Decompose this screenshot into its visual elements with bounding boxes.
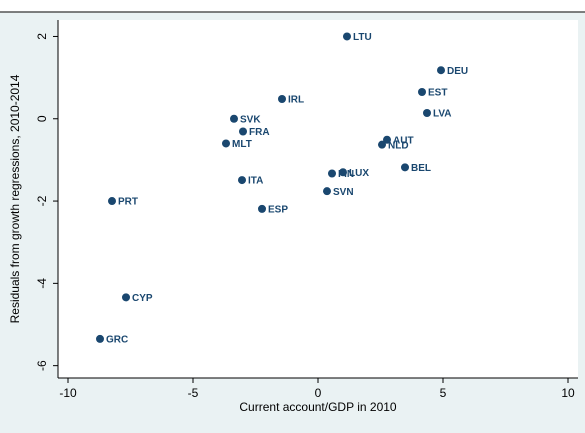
point-label: CYP xyxy=(132,293,153,304)
y-tick-label: 2 xyxy=(35,33,49,40)
point xyxy=(108,197,116,206)
point-label: SVN xyxy=(333,187,354,198)
point-label: DEU xyxy=(447,66,468,77)
point xyxy=(401,163,409,172)
point xyxy=(278,95,286,104)
point-label: MLT xyxy=(232,139,252,150)
y-tick-label: -6 xyxy=(35,360,49,371)
x-axis-title: Current account/GDP in 2010 xyxy=(239,400,397,414)
y-axis-title: Residuals from growth regressions, 2010-… xyxy=(8,74,22,323)
point-label: LUX xyxy=(349,168,369,179)
point xyxy=(238,176,246,185)
plot-area xyxy=(58,20,578,378)
point xyxy=(339,168,347,177)
point xyxy=(343,32,351,41)
x-tick-label: -10 xyxy=(59,386,77,400)
point-label: NLD xyxy=(388,140,409,151)
x-tick-label: 10 xyxy=(561,386,575,400)
point xyxy=(230,114,238,123)
point xyxy=(383,135,391,144)
point-label: ITA xyxy=(248,176,263,187)
point-label: ESP xyxy=(268,205,288,216)
point-label: EST xyxy=(428,88,447,99)
point-label: PRT xyxy=(118,197,138,208)
point xyxy=(378,140,386,149)
point xyxy=(418,88,426,97)
point xyxy=(323,187,331,196)
y-tick-label: -4 xyxy=(35,278,49,289)
point-label: FIN xyxy=(338,169,354,180)
point xyxy=(122,293,130,302)
point-label: SVK xyxy=(240,114,261,125)
x-tick-label: -5 xyxy=(188,386,199,400)
y-tick-label: -2 xyxy=(35,195,49,206)
point-label: LTU xyxy=(353,32,372,43)
point xyxy=(423,108,431,117)
point-label: LVA xyxy=(433,109,452,120)
x-tick-label: 5 xyxy=(440,386,447,400)
point-label: GRC xyxy=(106,335,128,346)
point-label: IRL xyxy=(288,95,304,106)
point-label: FRA xyxy=(249,127,270,138)
point xyxy=(96,334,104,343)
point-label: BEL xyxy=(411,163,431,174)
top-strip xyxy=(0,0,585,12)
point xyxy=(222,139,230,148)
point xyxy=(437,66,445,75)
x-tick-label: 0 xyxy=(315,386,322,400)
point xyxy=(239,127,247,136)
point xyxy=(258,204,266,213)
point xyxy=(328,169,336,178)
point-label: AUT xyxy=(393,135,414,146)
y-tick-label: 0 xyxy=(35,115,49,122)
